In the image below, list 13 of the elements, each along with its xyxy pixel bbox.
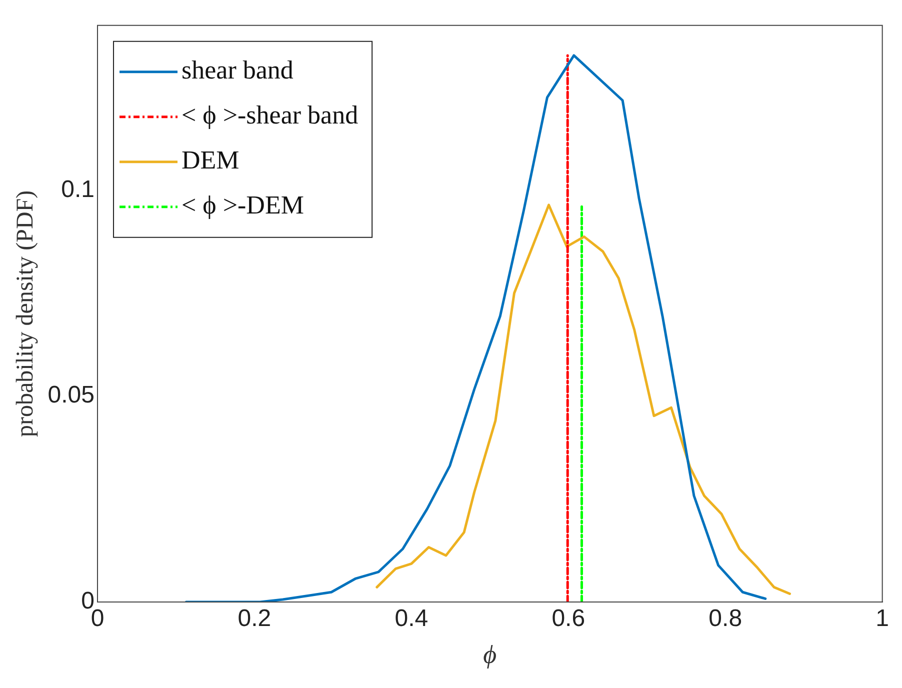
x-tick-label: 0.4: [394, 605, 428, 632]
x-axis-title: ϕ: [483, 640, 497, 670]
x-tick-label: 1: [876, 605, 890, 632]
x-tick-label: 0.6: [552, 605, 586, 632]
y-tick-label: 0.1: [61, 176, 95, 203]
x-tick-label: 0.2: [238, 605, 272, 632]
legend-label: < ϕ >-shear band: [182, 100, 358, 130]
y-axis-title: probability density (PDF): [12, 190, 39, 438]
x-tick-label: 0.8: [708, 605, 742, 632]
legend-label: < ϕ >-DEM: [182, 190, 304, 220]
y-tick-label: 0.05: [48, 382, 95, 409]
legend-label: DEM: [182, 146, 240, 175]
legend-label: shear band: [182, 56, 294, 85]
